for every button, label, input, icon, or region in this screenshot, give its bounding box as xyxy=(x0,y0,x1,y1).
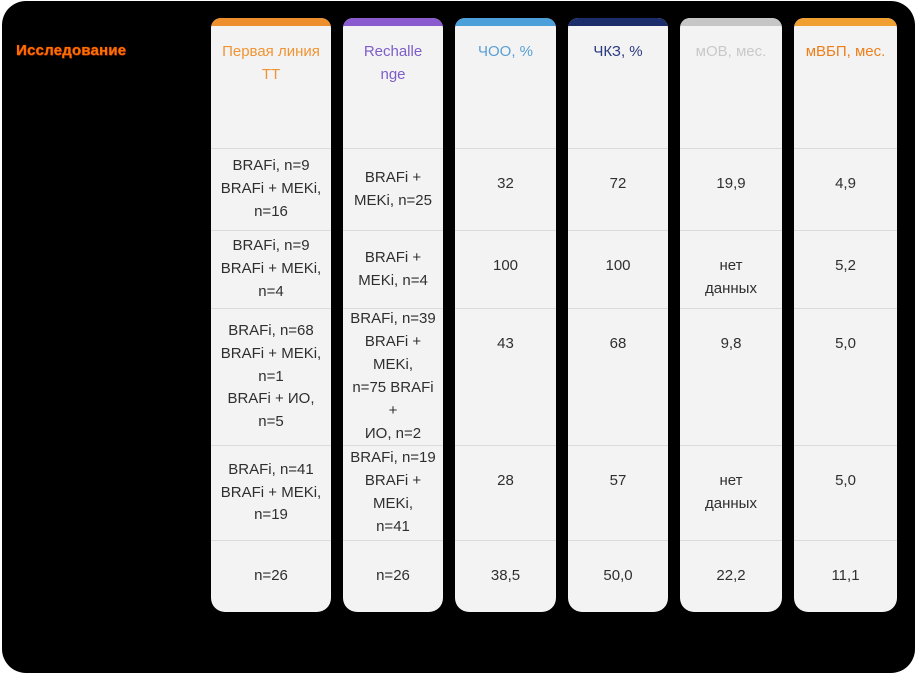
column-card-6: мВБП, мес. 4,9 5,2 5,0 5,0 11,1 xyxy=(794,18,897,612)
column-header: Первая линия ТТ xyxy=(222,43,320,83)
column-header: ЧОО, % xyxy=(477,43,533,60)
column-accent-bar xyxy=(680,18,782,26)
table-cell: BRAFi, n=68 BRAFi + MEKi, n=1 BRAFi + ИО… xyxy=(211,308,331,445)
column-card-1: Первая линия ТТ BRAFi, n=9 BRAFi + MEKi, … xyxy=(211,18,331,612)
table-cell: BRAFi + MEKi, n=4 xyxy=(343,230,443,308)
column-header: мОВ, мес. xyxy=(695,43,767,60)
table-cell: 50,0 xyxy=(568,540,668,612)
table-cell: 22,2 xyxy=(680,540,782,612)
table-cell: 72 xyxy=(568,148,668,230)
column-header: мВБП, мес. xyxy=(805,43,886,60)
table-cell: 28 xyxy=(455,445,556,540)
table-cell: 38,5 xyxy=(455,540,556,612)
table-cell: нет данных xyxy=(680,445,782,540)
table-cell: BRAFi, n=9 BRAFi + MEKi, n=4 xyxy=(211,230,331,308)
table-cell: 57 xyxy=(568,445,668,540)
results-table: Первая линия ТТ BRAFi, n=9 BRAFi + MEKi, … xyxy=(211,18,897,612)
table-cell: n=26 xyxy=(343,540,443,612)
table-cell: BRAFi, n=39 BRAFi + MEKi, n=75 BRAFi + И… xyxy=(343,308,443,445)
table-cell: n=26 xyxy=(211,540,331,612)
column-header: ЧКЗ, % xyxy=(593,43,643,60)
table-cell: BRAFi + MEKi, n=25 xyxy=(343,148,443,230)
column-card-2: Rechalle nge BRAFi + MEKi, n=25 BRAFi + ME… xyxy=(343,18,443,612)
row-label-header: Исследование xyxy=(16,42,127,59)
column-accent-bar xyxy=(455,18,556,26)
table-cell: 19,9 xyxy=(680,148,782,230)
column-card-4: ЧКЗ, % 72 100 68 57 50,0 xyxy=(568,18,668,612)
table-cell: BRAFi, n=9 BRAFi + MEKi, n=16 xyxy=(211,148,331,230)
column-accent-bar xyxy=(568,18,668,26)
table-cell: 5,0 xyxy=(794,308,897,445)
column-accent-bar xyxy=(211,18,331,26)
column-accent-bar xyxy=(794,18,897,26)
table-cell: BRAFi, n=41 BRAFi + MEKi, n=19 xyxy=(211,445,331,540)
column-card-5: мОВ, мес. 19,9 нет данных 9,8 нет данных 22,2 xyxy=(680,18,782,612)
column-card-3: ЧОО, % 32 100 43 28 38,5 xyxy=(455,18,556,612)
table-cell: нет данных xyxy=(680,230,782,308)
table-cell: 5,2 xyxy=(794,230,897,308)
table-cell: 4,9 xyxy=(794,148,897,230)
table-cell: 32 xyxy=(455,148,556,230)
table-cell: 9,8 xyxy=(680,308,782,445)
table-cell: 100 xyxy=(568,230,668,308)
table-cell: 68 xyxy=(568,308,668,445)
table-cell: BRAFi, n=19 BRAFi + MEKi, n=41 xyxy=(343,445,443,540)
column-header: Rechalle nge xyxy=(363,43,423,83)
table-cell: 43 xyxy=(455,308,556,445)
table-cell: 100 xyxy=(455,230,556,308)
table-cell: 5,0 xyxy=(794,445,897,540)
table-cell: 11,1 xyxy=(794,540,897,612)
column-accent-bar xyxy=(343,18,443,26)
